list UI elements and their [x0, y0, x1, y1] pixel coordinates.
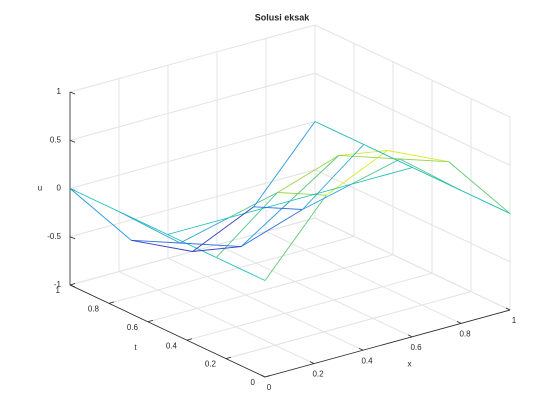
- y-tick-label: 0.4: [166, 341, 178, 350]
- x-tick-label: 0: [267, 383, 272, 392]
- y-tick: [186, 338, 193, 341]
- y-tick-label: 0.6: [127, 323, 139, 332]
- mesh-edge: [228, 192, 278, 219]
- mesh-edge: [302, 144, 365, 210]
- mesh-edge: [253, 206, 303, 210]
- grid-line: [225, 291, 472, 360]
- z-tick-label: -0.5: [47, 232, 61, 241]
- y-tick: [264, 375, 271, 378]
- x-tick: [358, 347, 364, 351]
- mesh-edge: [277, 192, 327, 196]
- mesh-edge: [69, 188, 132, 241]
- grid-line: [314, 24, 511, 118]
- mesh-edge: [302, 183, 352, 210]
- mesh-edge: [277, 155, 339, 193]
- mesh-edge: [363, 144, 413, 168]
- grid-line: [167, 257, 364, 351]
- y-tick: [108, 301, 115, 304]
- mesh-edge: [131, 239, 193, 252]
- x-axis: [264, 309, 511, 378]
- grid-line: [314, 169, 511, 263]
- y-tick: [225, 356, 232, 359]
- x-tick-label: 0.6: [410, 343, 422, 352]
- mesh-edge: [167, 234, 217, 258]
- y-tick-label: 0: [251, 378, 256, 387]
- z-tick: [69, 91, 76, 95]
- mesh-edge: [253, 121, 316, 208]
- y-tick: [147, 319, 154, 323]
- mesh-edge: [118, 211, 181, 244]
- grid-line: [69, 169, 316, 238]
- grid-line: [147, 254, 394, 323]
- y-axis: [69, 284, 266, 378]
- mesh-edge: [192, 246, 242, 252]
- grid-line: [108, 235, 355, 304]
- mesh-edge: [399, 158, 449, 163]
- y-axis-label: t: [134, 343, 137, 352]
- grid-line: [69, 24, 316, 93]
- mesh-edge: [338, 150, 388, 156]
- grid-line: [118, 271, 315, 365]
- grid-line: [69, 72, 316, 141]
- grid-line: [314, 217, 511, 311]
- x-tick-label: 0.4: [361, 356, 373, 365]
- mesh-edge: [179, 217, 229, 244]
- mesh-edge: [131, 239, 181, 244]
- mesh-edge: [412, 167, 462, 191]
- z-tick-label: -1: [54, 280, 62, 289]
- z-tick: [69, 284, 76, 288]
- mesh-edge: [351, 158, 401, 185]
- z-tick: [69, 139, 76, 143]
- grid-line: [265, 230, 462, 324]
- y-tick-label: 1: [56, 286, 61, 295]
- z-tick-label: 1: [57, 87, 62, 96]
- mesh-edge: [228, 200, 291, 219]
- x-tick-label: 0.8: [459, 330, 471, 339]
- z-axis-label: u: [38, 184, 42, 193]
- mesh-edge: [289, 183, 352, 202]
- grid-line: [314, 72, 511, 166]
- x-tick: [505, 307, 511, 311]
- z-tick-label: 0: [57, 184, 62, 193]
- x-tick-label: 1: [512, 316, 517, 325]
- x-tick: [456, 321, 462, 324]
- mesh-edge: [448, 161, 511, 214]
- mesh-edge: [338, 155, 401, 160]
- y-tick-label: 0.8: [88, 305, 100, 314]
- mesh-edge: [264, 194, 327, 281]
- mesh-edge: [167, 217, 229, 235]
- z-tick: [69, 236, 76, 240]
- x-axis-label: x: [408, 360, 412, 369]
- mesh-edge: [241, 209, 303, 247]
- z-tick-label: 0.5: [50, 135, 62, 144]
- mesh-edge: [387, 150, 449, 163]
- mesh-edge: [289, 155, 340, 202]
- y-tick-label: 0.2: [205, 360, 217, 369]
- mesh-edge: [216, 257, 266, 281]
- mesh-edge: [461, 190, 511, 214]
- x-tick: [407, 334, 413, 338]
- chart-title: Solusi eksak: [255, 12, 311, 22]
- grid-line: [186, 272, 433, 341]
- y-tick: [69, 283, 76, 286]
- mesh-edge: [314, 121, 364, 145]
- mesh-edge: [351, 167, 413, 185]
- mesh-edge: [69, 188, 119, 212]
- mesh-edge: [179, 242, 242, 247]
- mesh-edge: [192, 206, 255, 252]
- x-tick: [260, 374, 266, 378]
- x-tick: [309, 361, 315, 364]
- grid-line: [216, 244, 413, 338]
- x-tick-label: 0.2: [312, 370, 324, 379]
- mesh-edge: [215, 192, 278, 258]
- grid-line: [69, 121, 316, 189]
